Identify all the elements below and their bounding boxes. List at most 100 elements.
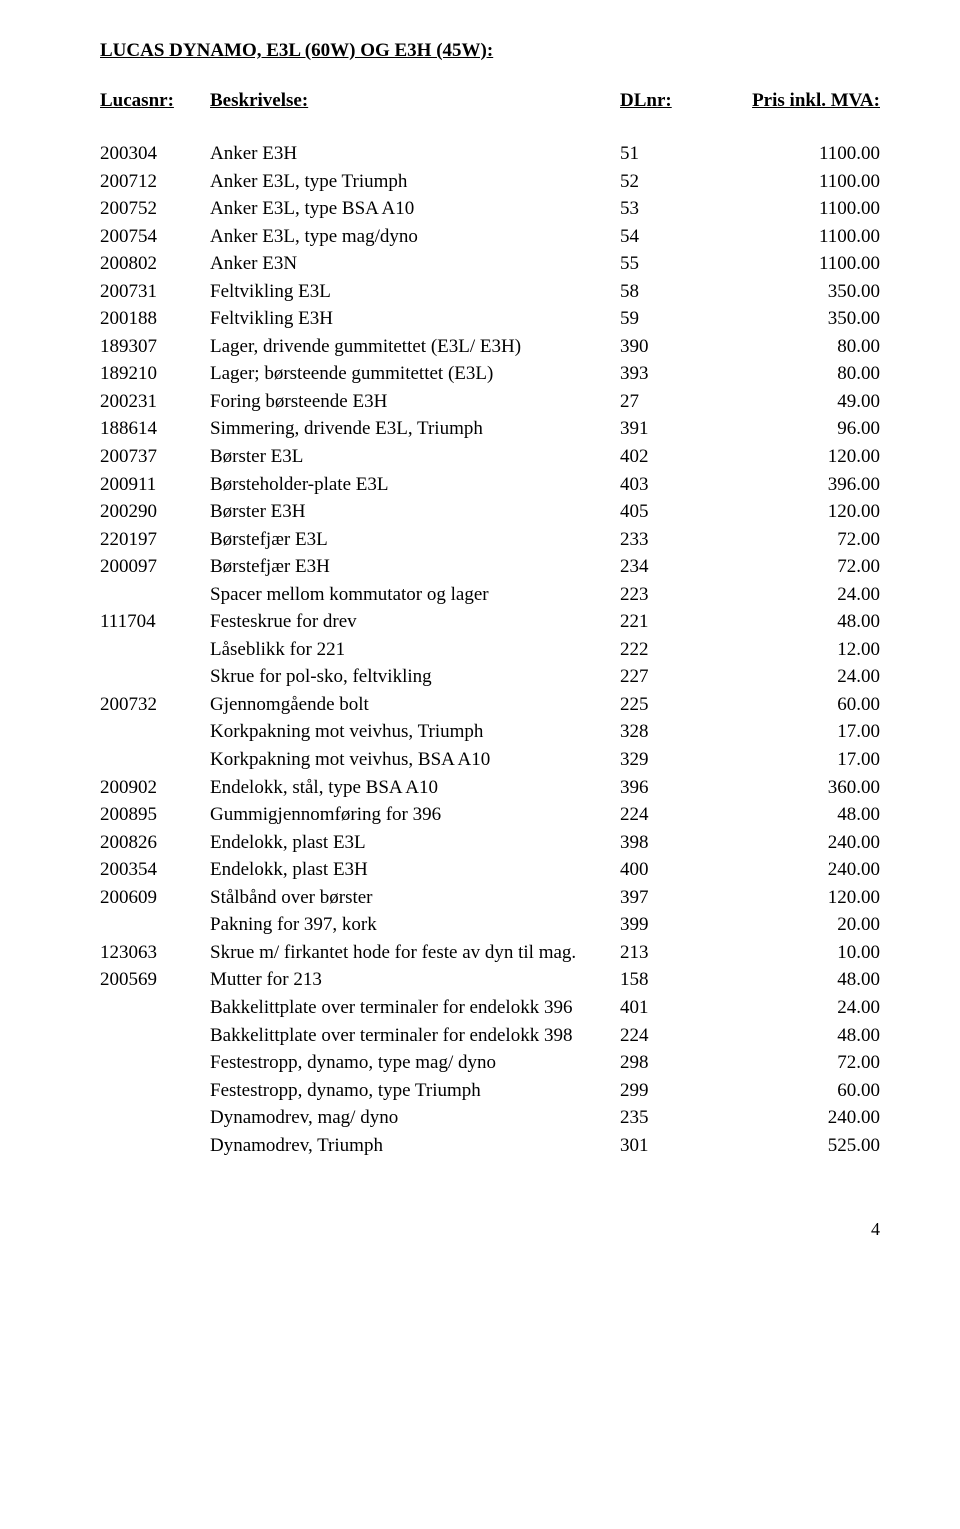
cell-dlnr: 53 bbox=[620, 195, 680, 223]
cell-dlnr: 401 bbox=[620, 994, 680, 1022]
cell-lucasnr: 200731 bbox=[100, 278, 210, 306]
cell-dlnr: 390 bbox=[620, 333, 680, 361]
cell-dlnr: 397 bbox=[620, 884, 680, 912]
table-row: 200304Anker E3H511100.00 bbox=[100, 140, 880, 168]
cell-beskrivelse: Børster E3H bbox=[210, 498, 620, 526]
cell-pris: 120.00 bbox=[680, 498, 880, 526]
cell-beskrivelse: Bakkelittplate over terminaler for endel… bbox=[210, 994, 620, 1022]
cell-dlnr: 234 bbox=[620, 553, 680, 581]
cell-dlnr: 398 bbox=[620, 829, 680, 857]
cell-dlnr: 55 bbox=[620, 250, 680, 278]
table-row: Dynamodrev, mag/ dyno235240.00 bbox=[100, 1104, 880, 1132]
cell-lucasnr bbox=[100, 663, 210, 691]
cell-lucasnr: 200231 bbox=[100, 388, 210, 416]
cell-pris: 1100.00 bbox=[680, 250, 880, 278]
table-row: Festestropp, dynamo, type Triumph29960.0… bbox=[100, 1077, 880, 1105]
cell-pris: 49.00 bbox=[680, 388, 880, 416]
cell-lucasnr: 200752 bbox=[100, 195, 210, 223]
cell-lucasnr: 200097 bbox=[100, 553, 210, 581]
cell-pris: 360.00 bbox=[680, 774, 880, 802]
cell-lucasnr bbox=[100, 911, 210, 939]
cell-beskrivelse: Dynamodrev, mag/ dyno bbox=[210, 1104, 620, 1132]
cell-dlnr: 399 bbox=[620, 911, 680, 939]
cell-beskrivelse: Festeskrue for drev bbox=[210, 608, 620, 636]
cell-dlnr: 213 bbox=[620, 939, 680, 967]
cell-beskrivelse: Endelokk, plast E3H bbox=[210, 856, 620, 884]
cell-beskrivelse: Spacer mellom kommutator og lager bbox=[210, 581, 620, 609]
cell-dlnr: 158 bbox=[620, 966, 680, 994]
cell-lucasnr: 200354 bbox=[100, 856, 210, 884]
cell-lucasnr: 200911 bbox=[100, 471, 210, 499]
table-row: 200911Børsteholder-plate E3L403396.00 bbox=[100, 471, 880, 499]
cell-beskrivelse: Foring børsteende E3H bbox=[210, 388, 620, 416]
table-row: Spacer mellom kommutator og lager22324.0… bbox=[100, 581, 880, 609]
header-beskrivelse: Beskrivelse: bbox=[210, 90, 308, 111]
cell-beskrivelse: Pakning for 397, kork bbox=[210, 911, 620, 939]
cell-lucasnr bbox=[100, 1077, 210, 1105]
page-title: LUCAS DYNAMO, E3L (60W) OG E3H (45W): bbox=[100, 40, 880, 62]
cell-lucasnr: 200188 bbox=[100, 305, 210, 333]
cell-pris: 80.00 bbox=[680, 333, 880, 361]
cell-pris: 20.00 bbox=[680, 911, 880, 939]
cell-beskrivelse: Skrue m/ firkantet hode for feste av dyn… bbox=[210, 939, 620, 967]
cell-beskrivelse: Bakkelittplate over terminaler for endel… bbox=[210, 1022, 620, 1050]
cell-dlnr: 52 bbox=[620, 168, 680, 196]
cell-beskrivelse: Feltvikling E3L bbox=[210, 278, 620, 306]
cell-lucasnr: 200609 bbox=[100, 884, 210, 912]
cell-beskrivelse: Anker E3L, type BSA A10 bbox=[210, 195, 620, 223]
cell-beskrivelse: Simmering, drivende E3L, Triumph bbox=[210, 415, 620, 443]
cell-pris: 72.00 bbox=[680, 553, 880, 581]
cell-dlnr: 227 bbox=[620, 663, 680, 691]
cell-beskrivelse: Korkpakning mot veivhus, Triumph bbox=[210, 718, 620, 746]
cell-dlnr: 225 bbox=[620, 691, 680, 719]
cell-pris: 525.00 bbox=[680, 1132, 880, 1160]
table-row: Pakning for 397, kork39920.00 bbox=[100, 911, 880, 939]
cell-beskrivelse: Endelokk, plast E3L bbox=[210, 829, 620, 857]
cell-pris: 1100.00 bbox=[680, 195, 880, 223]
cell-lucasnr bbox=[100, 1049, 210, 1077]
cell-lucasnr: 189307 bbox=[100, 333, 210, 361]
cell-lucasnr: 200802 bbox=[100, 250, 210, 278]
table-row: 200802Anker E3N551100.00 bbox=[100, 250, 880, 278]
cell-dlnr: 328 bbox=[620, 718, 680, 746]
cell-pris: 1100.00 bbox=[680, 140, 880, 168]
cell-lucasnr: 200569 bbox=[100, 966, 210, 994]
cell-dlnr: 403 bbox=[620, 471, 680, 499]
cell-lucasnr: 200737 bbox=[100, 443, 210, 471]
table-row: Bakkelittplate over terminaler for endel… bbox=[100, 994, 880, 1022]
cell-dlnr: 27 bbox=[620, 388, 680, 416]
cell-pris: 60.00 bbox=[680, 1077, 880, 1105]
header-lucasnr: Lucasnr: bbox=[100, 90, 174, 111]
cell-dlnr: 58 bbox=[620, 278, 680, 306]
cell-dlnr: 329 bbox=[620, 746, 680, 774]
cell-lucasnr: 200826 bbox=[100, 829, 210, 857]
cell-beskrivelse: Låseblikk for 221 bbox=[210, 636, 620, 664]
header-pris: Pris inkl. MVA: bbox=[752, 90, 880, 111]
cell-pris: 240.00 bbox=[680, 1104, 880, 1132]
cell-dlnr: 396 bbox=[620, 774, 680, 802]
cell-lucasnr: 200902 bbox=[100, 774, 210, 802]
cell-pris: 48.00 bbox=[680, 1022, 880, 1050]
cell-lucasnr: 220197 bbox=[100, 526, 210, 554]
table-row: 188614Simmering, drivende E3L, Triumph39… bbox=[100, 415, 880, 443]
cell-pris: 24.00 bbox=[680, 663, 880, 691]
cell-beskrivelse: Korkpakning mot veivhus, BSA A10 bbox=[210, 746, 620, 774]
cell-lucasnr bbox=[100, 636, 210, 664]
table-row: 200826Endelokk, plast E3L398240.00 bbox=[100, 829, 880, 857]
cell-beskrivelse: Feltvikling E3H bbox=[210, 305, 620, 333]
cell-lucasnr: 200712 bbox=[100, 168, 210, 196]
cell-pris: 17.00 bbox=[680, 746, 880, 774]
cell-pris: 24.00 bbox=[680, 994, 880, 1022]
cell-dlnr: 54 bbox=[620, 223, 680, 251]
cell-pris: 396.00 bbox=[680, 471, 880, 499]
cell-beskrivelse: Gjennomgående bolt bbox=[210, 691, 620, 719]
page-number: 4 bbox=[100, 1219, 880, 1240]
cell-beskrivelse: Anker E3N bbox=[210, 250, 620, 278]
cell-lucasnr bbox=[100, 1132, 210, 1160]
table-row: 200569Mutter for 21315848.00 bbox=[100, 966, 880, 994]
table-row: 200290Børster E3H405120.00 bbox=[100, 498, 880, 526]
table-row: 200731Feltvikling E3L58350.00 bbox=[100, 278, 880, 306]
cell-beskrivelse: Anker E3H bbox=[210, 140, 620, 168]
cell-pris: 24.00 bbox=[680, 581, 880, 609]
cell-pris: 120.00 bbox=[680, 884, 880, 912]
